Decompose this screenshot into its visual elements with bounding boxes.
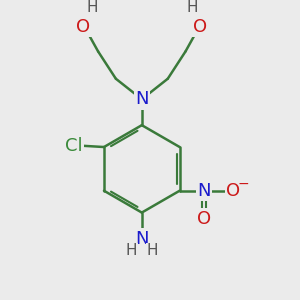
Text: N: N — [135, 230, 148, 247]
Text: H: H — [146, 243, 158, 258]
Text: H: H — [186, 0, 197, 15]
Text: N: N — [135, 90, 148, 108]
Text: O: O — [76, 18, 90, 36]
Text: O: O — [197, 210, 211, 228]
Text: Cl: Cl — [65, 137, 83, 155]
Text: O: O — [226, 182, 241, 200]
Text: H: H — [126, 243, 137, 258]
Text: −: − — [237, 177, 249, 191]
Text: N: N — [197, 182, 211, 200]
Text: H: H — [86, 0, 98, 15]
Text: O: O — [194, 18, 208, 36]
